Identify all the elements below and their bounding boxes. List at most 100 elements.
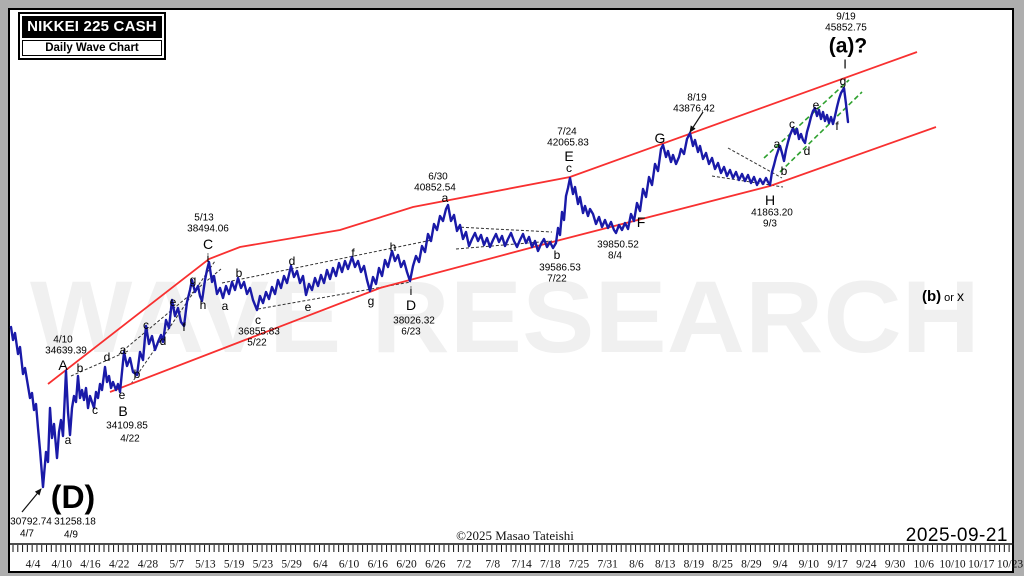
wave-label: 4/10: [53, 335, 73, 346]
x-axis-label: 6/26: [425, 559, 446, 571]
x-axis-label: 4/28: [138, 559, 159, 571]
lower-channel-line: [109, 126, 937, 393]
x-axis-label: 5/19: [224, 559, 245, 571]
wave-label: F: [637, 214, 646, 230]
wave-label: 36855.83: [238, 327, 280, 338]
x-axis-label: 7/18: [540, 559, 561, 571]
x-axis-label: 4/22: [109, 559, 130, 571]
wave-label: d: [104, 350, 111, 364]
wave-label: 4/9: [64, 530, 78, 541]
x-axis-label: 8/29: [741, 559, 762, 571]
wave-label: c: [92, 403, 98, 417]
wave-label: E: [564, 148, 573, 164]
wave-label: 39586.53: [539, 263, 581, 274]
wave-label: e: [170, 295, 177, 309]
x-axis-label: 10/10: [939, 559, 965, 571]
wave-label: h: [200, 298, 207, 312]
wave-label: 31258.18: [54, 517, 96, 528]
annotation-arrow: [21, 488, 42, 513]
wave-label: f: [835, 119, 839, 133]
x-axis-label: 6/10: [339, 559, 360, 571]
x-axis-label: 8/19: [684, 559, 705, 571]
wave-label: b: [236, 266, 243, 280]
watermark-text: WAVE RESEARCH: [30, 260, 980, 374]
wave-label: a: [120, 343, 127, 357]
price-line: [9, 86, 850, 489]
wave-label: c: [789, 117, 795, 131]
x-axis-label: 5/7: [169, 559, 184, 571]
x-axis-label: 5/23: [253, 559, 274, 571]
wave-label: 4/22: [120, 434, 140, 445]
wave-label: c: [566, 161, 572, 175]
wave-label: (D): [51, 479, 95, 515]
wave-label: h: [390, 240, 397, 254]
x-count-label: x: [956, 288, 964, 304]
price-polyline: [9, 86, 850, 489]
wave-label: e: [813, 98, 820, 112]
wave-label: 6/23: [401, 327, 421, 338]
wave-labels: 9/1945852.75(a)?IgefcdabH41863.209/38/19…: [10, 12, 867, 541]
x-axis-label: 8/25: [712, 559, 733, 571]
wave-label: c: [143, 318, 149, 332]
wave-label: 5/13: [194, 213, 214, 224]
wave-label: b: [134, 367, 141, 381]
x-axis-label: 7/14: [511, 559, 532, 571]
wave-label: 38026.32: [393, 316, 435, 327]
x-axis-label: 5/29: [281, 559, 302, 571]
wave-label: 8/19: [687, 93, 707, 104]
wave-label: b: [781, 164, 788, 178]
or-label: or: [944, 292, 954, 304]
wave-label: g: [840, 74, 847, 88]
x-axis-label: 9/4: [773, 559, 788, 571]
wave-label: i: [410, 284, 413, 298]
x-axis-label: 4/16: [80, 559, 101, 571]
wave-label: b: [554, 248, 561, 262]
wave-label: b: [77, 361, 84, 375]
x-axis-label: 5/13: [195, 559, 216, 571]
x-axis-label: 7/2: [457, 559, 472, 571]
wave-label: a: [65, 433, 72, 447]
date-stamp: 2025-09-21: [905, 525, 1008, 546]
wave-label: 9/3: [763, 219, 777, 230]
x-axis-label: 6/4: [313, 559, 328, 571]
chart-title: NIKKEI 225 CASH: [22, 16, 162, 38]
x-axis-label: 9/10: [799, 559, 820, 571]
wave-label: A: [58, 357, 68, 373]
guide-dashed-line: [70, 350, 129, 377]
x-axis-label: 8/13: [655, 559, 676, 571]
x-axis-label: 9/30: [885, 559, 906, 571]
x-axis-label: 6/20: [396, 559, 417, 571]
wave-label: B: [118, 403, 127, 419]
b-count-label: (b): [922, 288, 942, 305]
x-axis: 4/4 4/10 4/16 4/22 4/28 5/7 5/13 5/19 5/23 5/29 6/…: [10, 543, 1023, 571]
wave-label: e: [119, 388, 126, 402]
x-axis-label: 9/24: [856, 559, 877, 571]
x-axis-label: 6/16: [368, 559, 389, 571]
wave-label: c: [255, 313, 261, 327]
wave-label: (a)?: [829, 34, 868, 57]
wave-label: f: [182, 320, 186, 334]
watermark: WAVE RESEARCH: [30, 260, 980, 374]
wave-label: 4/7: [20, 529, 34, 540]
x-axis-label: 10/17: [968, 559, 994, 571]
x-axis-label: 4/4: [26, 559, 41, 571]
wave-label: G: [655, 130, 666, 146]
annotation-arrows: [21, 111, 704, 513]
wave-label: 6/30: [428, 172, 448, 183]
wave-label: a: [222, 299, 229, 313]
wave-label: a: [442, 191, 449, 205]
wave-label: 5/22: [247, 338, 267, 349]
wave-label: d: [289, 254, 296, 268]
wave-label: g: [368, 294, 375, 308]
wave-label: d: [804, 144, 811, 158]
wave-label: 41863.20: [751, 208, 793, 219]
wave-label: 38494.06: [187, 224, 229, 235]
green-dashed-line: [763, 79, 850, 159]
x-axis-label: 10/6: [914, 559, 935, 571]
x-axis-label: 10/23: [997, 559, 1023, 571]
copyright-text: ©2025 Masao Tateishi: [456, 528, 574, 543]
wave-label: 34639.39: [45, 346, 87, 357]
guide-dashed-line: [257, 281, 412, 310]
title-box: NIKKEI 225 CASH Daily Wave Chart: [18, 12, 166, 60]
